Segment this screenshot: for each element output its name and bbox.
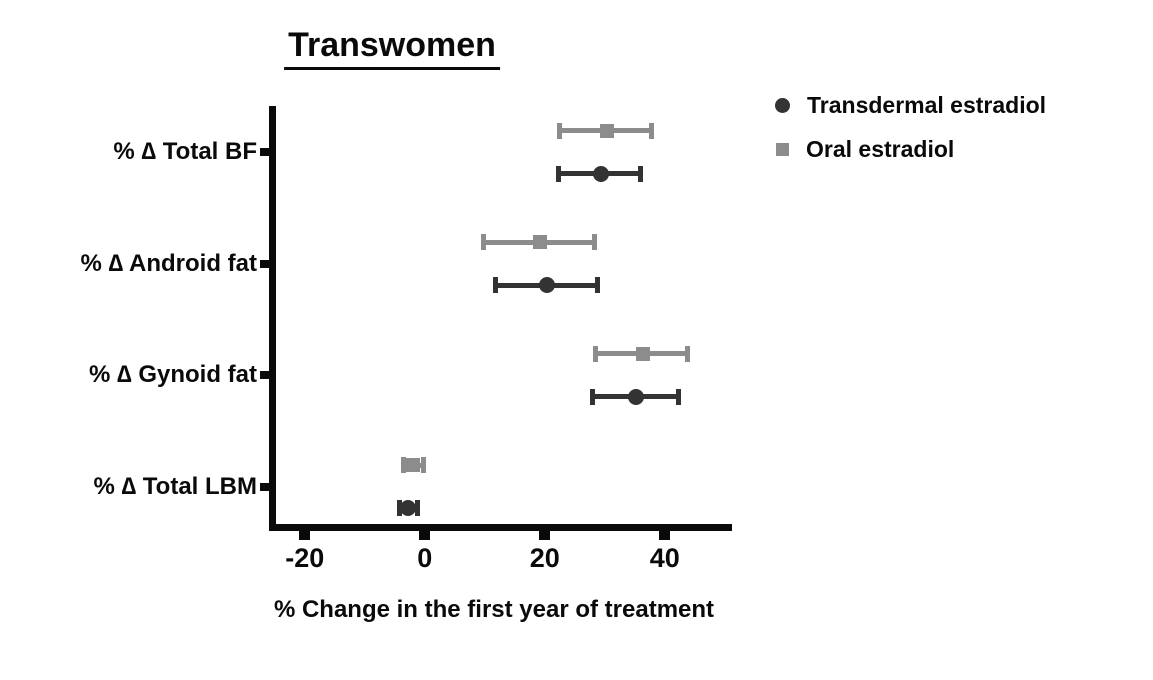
x-axis-tick	[539, 531, 551, 540]
x-tick-label: 40	[649, 543, 680, 573]
y-axis-tick	[260, 482, 272, 491]
x-tick-label: 20	[529, 543, 560, 573]
error-bar-cap-low	[556, 165, 562, 182]
category-label: % ∆ Total BF	[113, 138, 257, 165]
error-bar-cap-high	[595, 277, 601, 293]
category-label: % ∆ Gynoid fat	[88, 361, 257, 388]
y-axis-tick	[260, 371, 272, 379]
error-bar-cap-low	[590, 388, 596, 405]
error-bar-cap-low	[492, 277, 498, 293]
error-bar-cap-high	[685, 345, 691, 362]
error-bar-cap-low	[593, 345, 599, 362]
y-axis-line	[269, 106, 276, 531]
legend-label: Transdermal estradiol	[807, 92, 1047, 118]
y-axis-tick	[260, 148, 272, 156]
error-bar-cap-high	[675, 388, 681, 405]
category-label: % ∆ Android fat	[80, 249, 257, 277]
data-point-transdermal-estradiol	[592, 165, 609, 182]
data-point-oral-estradiol	[406, 458, 421, 472]
y-axis-tick	[260, 259, 272, 268]
error-bar-cap-high	[592, 234, 598, 250]
data-point-oral-estradiol	[533, 235, 547, 249]
legend: Transdermal estradiol Oral estradiol	[775, 92, 1046, 163]
legend-item-transdermal-estradiol: Transdermal estradiol	[775, 92, 1046, 119]
error-bar-cap-high	[648, 122, 654, 139]
x-axis-tick	[659, 531, 671, 540]
x-tick-label: 0	[417, 543, 433, 573]
data-point-transdermal-estradiol	[400, 500, 416, 516]
error-bar-cap-low	[401, 457, 407, 473]
data-point-oral-estradiol	[635, 346, 650, 361]
error-bar-cap-low	[396, 500, 402, 516]
x-axis-tick	[299, 531, 311, 540]
legend-item-oral-estradiol: Oral estradiol	[775, 136, 1046, 163]
x-axis-line	[269, 524, 732, 531]
x-axis-title: % Change in the first year of treatment	[273, 596, 715, 623]
error-bar-cap-low	[557, 122, 563, 139]
category-label: % ∆ Total LBM	[93, 472, 257, 500]
data-point-transdermal-estradiol	[628, 388, 644, 405]
data-point-transdermal-estradiol	[538, 277, 555, 293]
error-bar-cap-low	[481, 234, 487, 250]
legend-label: Oral estradiol	[806, 136, 955, 162]
error-bar-cap-high	[420, 457, 426, 473]
x-tick-label: -20	[285, 543, 325, 573]
error-bar-cap-high	[638, 165, 644, 182]
chart-title: Transwomen	[284, 26, 500, 70]
x-axis-tick	[419, 531, 431, 540]
circle-marker-icon	[775, 98, 790, 113]
data-point-oral-estradiol	[599, 123, 614, 138]
square-marker-icon	[776, 143, 789, 156]
error-bar-cap-high	[415, 500, 421, 516]
